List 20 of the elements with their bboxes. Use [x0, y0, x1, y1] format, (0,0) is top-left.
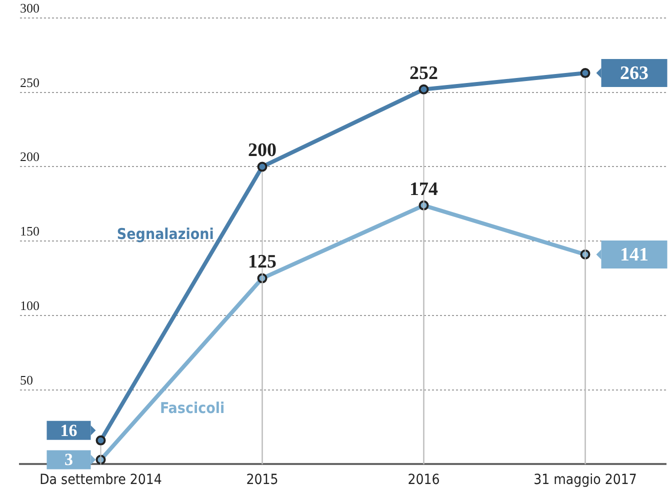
data-label: 3: [64, 450, 73, 470]
y-tick-label: 100: [20, 298, 40, 313]
series-label: Segnalazioni: [116, 225, 214, 244]
x-tick-label: 31 maggio 2017: [534, 472, 637, 488]
y-tick-label: 250: [20, 74, 40, 90]
x-tick-label: Da settembre 2014: [40, 472, 162, 488]
y-tick-label: 150: [20, 224, 40, 239]
y-tick-label: 200: [20, 149, 40, 164]
y-tick-label: 300: [20, 0, 40, 16]
series-label: Fascicoli: [160, 398, 225, 417]
data-label: 252: [410, 62, 438, 84]
data-label: 16: [60, 420, 78, 440]
x-tick-label: 2015: [246, 472, 278, 488]
data-label: 263: [620, 62, 648, 84]
x-tick-label: 2016: [408, 472, 440, 488]
data-label: 125: [248, 252, 276, 273]
y-tick-label: 50: [20, 372, 33, 388]
data-label: 200: [248, 140, 276, 162]
data-label: 174: [410, 178, 438, 200]
data-label: 141: [620, 244, 648, 266]
